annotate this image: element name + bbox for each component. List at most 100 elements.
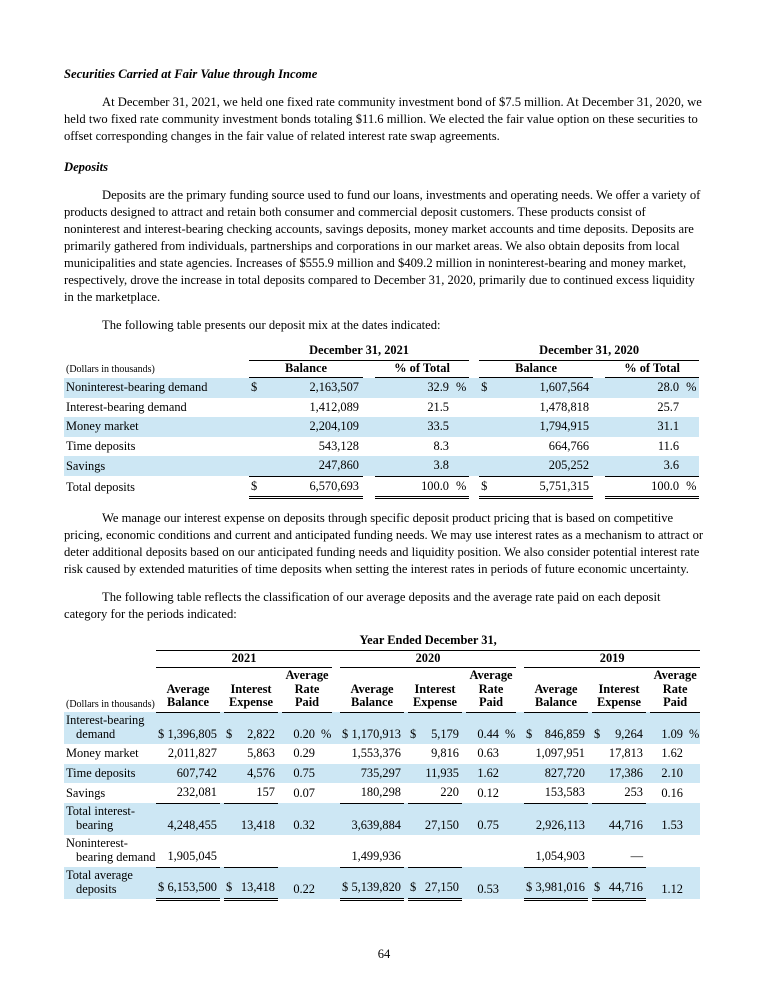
cell-value: 0.53 — [477, 881, 499, 896]
row-label: Time deposits — [66, 438, 136, 453]
spacer — [332, 835, 340, 867]
column-header-interest-expense: Interest Expense — [408, 667, 462, 713]
table-total-row: Total average deposits $ 6,153,500 $ 13,… — [64, 867, 701, 901]
cell-value: 0.12 — [477, 785, 499, 800]
cell-value: 0.07 — [293, 785, 315, 800]
percent-sign — [502, 764, 516, 784]
spacer — [516, 764, 524, 784]
cell-value: 32.9 — [427, 380, 449, 394]
spacer — [469, 343, 479, 360]
dollar-sign — [224, 764, 234, 784]
cell-value — [466, 835, 502, 867]
table-header-row: (Dollars in thousands) Balance % of Tota… — [64, 360, 700, 378]
cell-value: 44,716 — [602, 867, 646, 901]
table-row: Noninterest-bearing demand 1,905,045 1,4… — [64, 835, 700, 868]
table-row: Savings 232,081 157 0.07 180,298 220 0.1… — [64, 783, 700, 804]
dollar-sign: $ — [158, 726, 165, 741]
dollar-sign: $ — [594, 726, 601, 741]
paragraph-securities: At December 31, 2021, we held one fixed … — [64, 95, 702, 143]
percent-sign — [683, 437, 699, 457]
cell-value: 607,742 — [176, 765, 217, 780]
year-header-2021: 2021 — [156, 650, 332, 668]
dollar-sign — [340, 803, 350, 835]
cell-value: 846,859 — [544, 726, 585, 741]
cell-value: 153,583 — [534, 783, 588, 804]
cell-value: 17,386 — [608, 765, 643, 780]
spacer — [64, 343, 249, 360]
cell-value: 1,054,903 — [534, 835, 588, 868]
table-row: Savings 247,860 3.8 205,252 3.6 — [64, 456, 700, 477]
cell-value: 31.1 — [657, 419, 680, 433]
percent-sign — [318, 867, 332, 899]
cell-value: 1,553,376 — [351, 746, 401, 760]
cell-value: 827,720 — [544, 765, 585, 780]
dollar-sign: $ — [592, 867, 602, 901]
dollar-sign — [592, 835, 602, 868]
dollar-sign: $ — [340, 867, 350, 901]
dollars-in-thousands-note: (Dollars in thousands) — [66, 698, 155, 710]
dollar-sign — [479, 437, 495, 457]
cell-value: 33.5 — [427, 419, 449, 433]
spacer — [363, 476, 375, 498]
percent-sign — [318, 835, 332, 867]
dollar-sign: $ — [156, 867, 166, 901]
dollar-sign: $ — [226, 726, 233, 741]
cell-value: 1,607,564 — [539, 380, 590, 394]
year-header-2019: 2019 — [524, 650, 701, 668]
percent-sign — [453, 398, 469, 418]
cell-value: 5,751,315 — [495, 476, 594, 499]
cell-value: 44,716 — [608, 817, 643, 832]
percent-sign — [318, 803, 332, 835]
cell-value: 247,860 — [265, 456, 363, 477]
column-group-2021: December 31, 2021 — [249, 343, 470, 361]
dollar-sign — [156, 835, 166, 868]
spacer — [332, 744, 340, 764]
page-number: 64 — [377, 947, 391, 961]
percent-sign — [686, 835, 700, 867]
percent-sign: % — [683, 476, 700, 499]
cell-value: 28.0 — [657, 380, 680, 394]
spacer — [469, 398, 479, 418]
dollar-sign — [224, 783, 234, 804]
dollar-sign — [408, 803, 418, 835]
cell-value: 2,163,507 — [309, 380, 359, 394]
dollar-sign — [408, 764, 418, 784]
percent-sign — [502, 803, 516, 835]
column-header-avg-balance: Average Balance — [524, 667, 588, 713]
dollar-sign — [156, 744, 166, 764]
spacer — [469, 417, 479, 437]
cell-value: 664,766 — [548, 438, 590, 453]
spacer — [469, 476, 479, 498]
dollar-sign: $ — [526, 726, 533, 741]
percent-sign — [502, 744, 516, 764]
cell-value: 2,011,827 — [167, 746, 217, 760]
paragraph-average-deposits-intro: The following table reflects the classif… — [64, 590, 661, 621]
dollar-sign — [479, 398, 495, 418]
dollar-sign — [479, 417, 495, 437]
spacer — [516, 668, 524, 713]
percent-sign: % — [456, 380, 467, 394]
cell-value: 17,813 — [608, 746, 643, 760]
dollar-sign — [592, 783, 602, 804]
cell-value: 1.62 — [661, 746, 683, 760]
dollar-sign: $ — [251, 380, 258, 394]
cell-value: 2,926,113 — [535, 817, 585, 832]
cell-value: 11,935 — [425, 765, 459, 780]
cell-value: 6,570,693 — [265, 476, 363, 499]
dollar-sign — [156, 783, 166, 804]
year-ended-header: Year Ended December 31, — [156, 633, 701, 651]
table-year-header-row: 2021 2020 2019 — [64, 650, 701, 668]
dollar-sign — [524, 744, 534, 764]
column-header-pct-total: % of Total — [605, 360, 700, 378]
dollar-sign: $ — [479, 476, 496, 499]
dollar-sign: $ — [481, 380, 488, 394]
percent-sign — [683, 417, 699, 437]
table-row: Money market 2,011,827 5,863 0.29 1,553,… — [64, 744, 700, 764]
spacer — [516, 783, 524, 803]
percent-sign — [502, 867, 516, 899]
percent-sign: % — [321, 726, 332, 741]
dollar-sign — [224, 744, 234, 764]
spacer — [593, 456, 605, 476]
cell-value: 1.12 — [661, 881, 683, 896]
paragraph-interest-expense: We manage our interest expense on deposi… — [64, 511, 704, 576]
